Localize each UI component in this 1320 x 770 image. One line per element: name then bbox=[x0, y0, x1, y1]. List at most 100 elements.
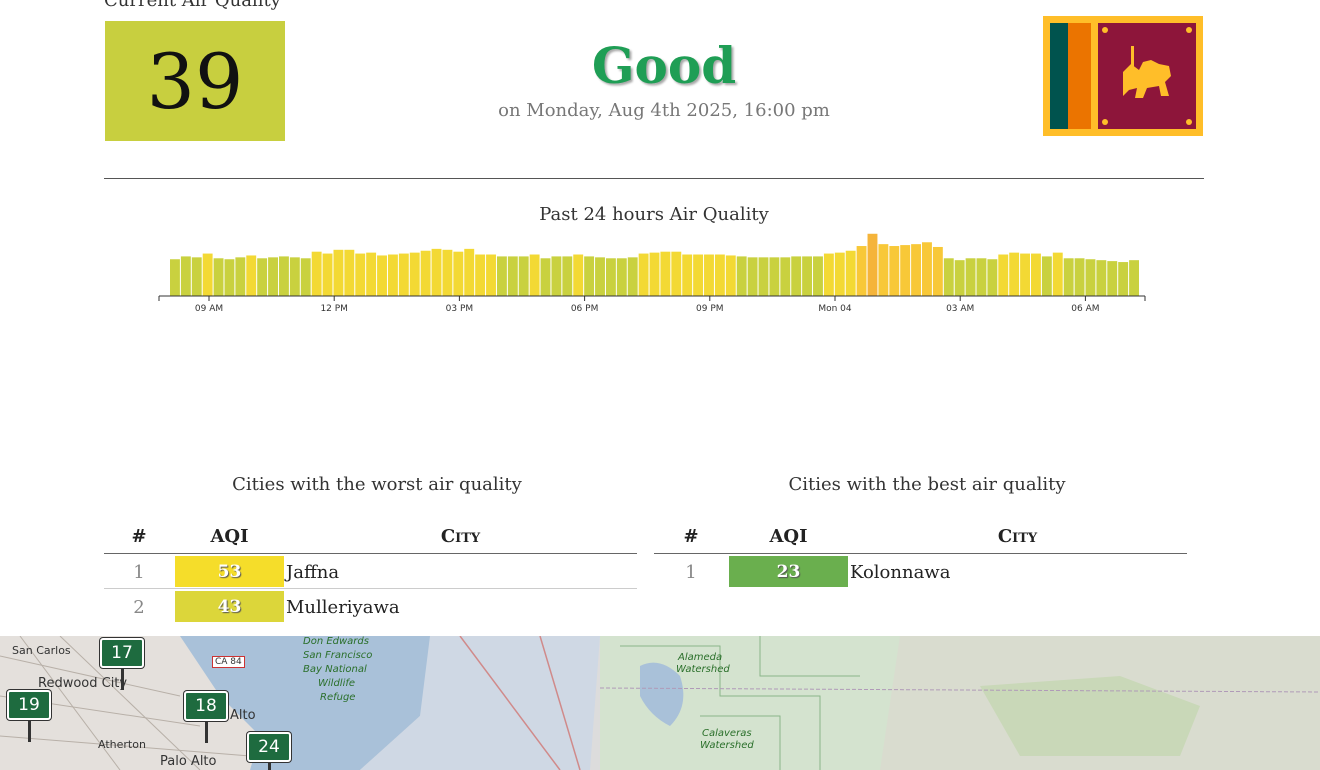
chart-bar[interactable] bbox=[398, 253, 409, 296]
aqi-map-marker[interactable]: 24 bbox=[247, 732, 291, 770]
chart-bar[interactable] bbox=[551, 256, 562, 296]
chart-bar[interactable] bbox=[257, 258, 268, 296]
chart-bar[interactable] bbox=[736, 256, 747, 296]
chart-bar[interactable] bbox=[954, 260, 965, 296]
chart-bar[interactable] bbox=[246, 255, 257, 296]
chart-bar[interactable] bbox=[1074, 258, 1085, 296]
chart-bar[interactable] bbox=[627, 257, 638, 296]
chart-bar[interactable] bbox=[758, 257, 769, 296]
chart-bar[interactable] bbox=[431, 248, 442, 296]
chart-bar[interactable] bbox=[224, 259, 235, 296]
chart-bar[interactable] bbox=[344, 249, 355, 296]
air-quality-map[interactable]: San Carlos Redwood City Atherton Palo Al… bbox=[0, 636, 1320, 770]
chart-bar[interactable] bbox=[540, 258, 551, 296]
chart-bar[interactable] bbox=[1031, 253, 1041, 296]
chart-bar[interactable] bbox=[507, 256, 518, 296]
chart-bar[interactable] bbox=[420, 250, 431, 296]
chart-bar[interactable] bbox=[834, 252, 845, 296]
chart-bar[interactable] bbox=[714, 254, 725, 296]
chart-bar[interactable] bbox=[268, 257, 278, 296]
chart-bar[interactable] bbox=[584, 256, 595, 296]
city-link[interactable]: Mulleriyawa bbox=[286, 597, 400, 618]
chart-bar[interactable] bbox=[813, 256, 823, 296]
chart-bar[interactable] bbox=[1107, 261, 1118, 296]
chart-bar[interactable] bbox=[170, 259, 180, 296]
chart-bar[interactable] bbox=[802, 256, 813, 296]
chart-bar[interactable] bbox=[529, 254, 540, 296]
chart-bar[interactable] bbox=[562, 256, 573, 296]
chart-bar[interactable] bbox=[202, 253, 213, 296]
chart-bar[interactable] bbox=[671, 251, 682, 296]
aqi-map-marker[interactable]: 18 bbox=[184, 691, 228, 743]
chart-bar[interactable] bbox=[725, 255, 736, 296]
city-link[interactable]: Kolonnawa bbox=[850, 562, 951, 583]
chart-bar[interactable] bbox=[1052, 252, 1063, 296]
chart-bar[interactable] bbox=[900, 245, 911, 296]
chart-bar[interactable] bbox=[595, 257, 605, 296]
table-row[interactable]: 2 43 Mulleriyawa bbox=[104, 589, 637, 624]
chart-bar[interactable] bbox=[638, 253, 649, 296]
table-row[interactable]: 1 53 Jaffna bbox=[104, 554, 637, 589]
chart-bar[interactable] bbox=[932, 246, 943, 296]
chart-bar[interactable] bbox=[333, 249, 344, 296]
chart-bar[interactable] bbox=[464, 248, 475, 296]
chart-bar[interactable] bbox=[573, 254, 584, 296]
chart-bar[interactable] bbox=[387, 254, 398, 296]
chart-bar[interactable] bbox=[355, 253, 366, 296]
chart-bar[interactable] bbox=[1041, 256, 1052, 296]
chart-bar[interactable] bbox=[300, 258, 311, 296]
chart-bar[interactable] bbox=[823, 253, 834, 296]
chart-bar[interactable] bbox=[976, 258, 987, 296]
chart-bar[interactable] bbox=[987, 259, 998, 296]
chart-bar[interactable] bbox=[1009, 252, 1020, 296]
chart-bar[interactable] bbox=[235, 257, 246, 296]
chart-bar[interactable] bbox=[649, 252, 660, 296]
chart-bar[interactable] bbox=[191, 257, 202, 296]
chart-bar[interactable] bbox=[998, 254, 1009, 296]
chart-bar[interactable] bbox=[889, 246, 900, 296]
chart-bar[interactable] bbox=[682, 254, 693, 296]
chart-bar[interactable] bbox=[1129, 260, 1139, 296]
chart-bar[interactable] bbox=[704, 254, 714, 296]
chart-bar[interactable] bbox=[856, 246, 867, 296]
chart-bar[interactable] bbox=[213, 258, 224, 296]
chart-bar[interactable] bbox=[791, 256, 802, 296]
chart-bar[interactable] bbox=[496, 256, 507, 296]
chart-bar[interactable] bbox=[311, 251, 322, 296]
chart-bar[interactable] bbox=[377, 255, 387, 296]
chart-bar[interactable] bbox=[911, 244, 922, 296]
chart-bar[interactable] bbox=[366, 252, 377, 296]
aqi-map-marker[interactable]: 17 bbox=[100, 638, 144, 690]
chart-bar[interactable] bbox=[845, 250, 856, 296]
chart-bar[interactable] bbox=[180, 256, 191, 296]
chart-bar[interactable] bbox=[943, 258, 954, 296]
chart-bar[interactable] bbox=[1118, 262, 1129, 296]
chart-bar[interactable] bbox=[409, 252, 420, 296]
chart-bar[interactable] bbox=[965, 258, 976, 296]
chart-bar[interactable] bbox=[878, 244, 889, 296]
chart-bar[interactable] bbox=[289, 257, 300, 296]
chart-bar[interactable] bbox=[780, 257, 791, 296]
chart-bar[interactable] bbox=[442, 249, 453, 296]
chart-bar[interactable] bbox=[486, 254, 496, 296]
city-link[interactable]: Jaffna bbox=[286, 562, 340, 583]
chart-bar[interactable] bbox=[922, 242, 932, 296]
chart-bar[interactable] bbox=[660, 251, 671, 296]
chart-bar[interactable] bbox=[693, 254, 704, 296]
chart-bar[interactable] bbox=[769, 257, 780, 296]
chart-bar[interactable] bbox=[518, 256, 529, 296]
chart-bar[interactable] bbox=[278, 256, 289, 296]
chart-bar[interactable] bbox=[1085, 259, 1096, 296]
chart-bar[interactable] bbox=[1096, 260, 1107, 296]
chart-bar[interactable] bbox=[1063, 258, 1074, 296]
table-row[interactable]: 1 23 Kolonnawa bbox=[654, 554, 1187, 589]
chart-bar[interactable] bbox=[1020, 253, 1031, 296]
chart-bar[interactable] bbox=[867, 233, 878, 296]
aqi-map-marker[interactable]: 19 bbox=[7, 690, 51, 742]
chart-bar[interactable] bbox=[747, 257, 758, 296]
chart-bar[interactable] bbox=[322, 253, 333, 296]
chart-bar[interactable] bbox=[475, 254, 486, 296]
chart-bar[interactable] bbox=[616, 258, 627, 296]
chart-bar[interactable] bbox=[453, 251, 464, 296]
chart-bar[interactable] bbox=[605, 258, 616, 296]
